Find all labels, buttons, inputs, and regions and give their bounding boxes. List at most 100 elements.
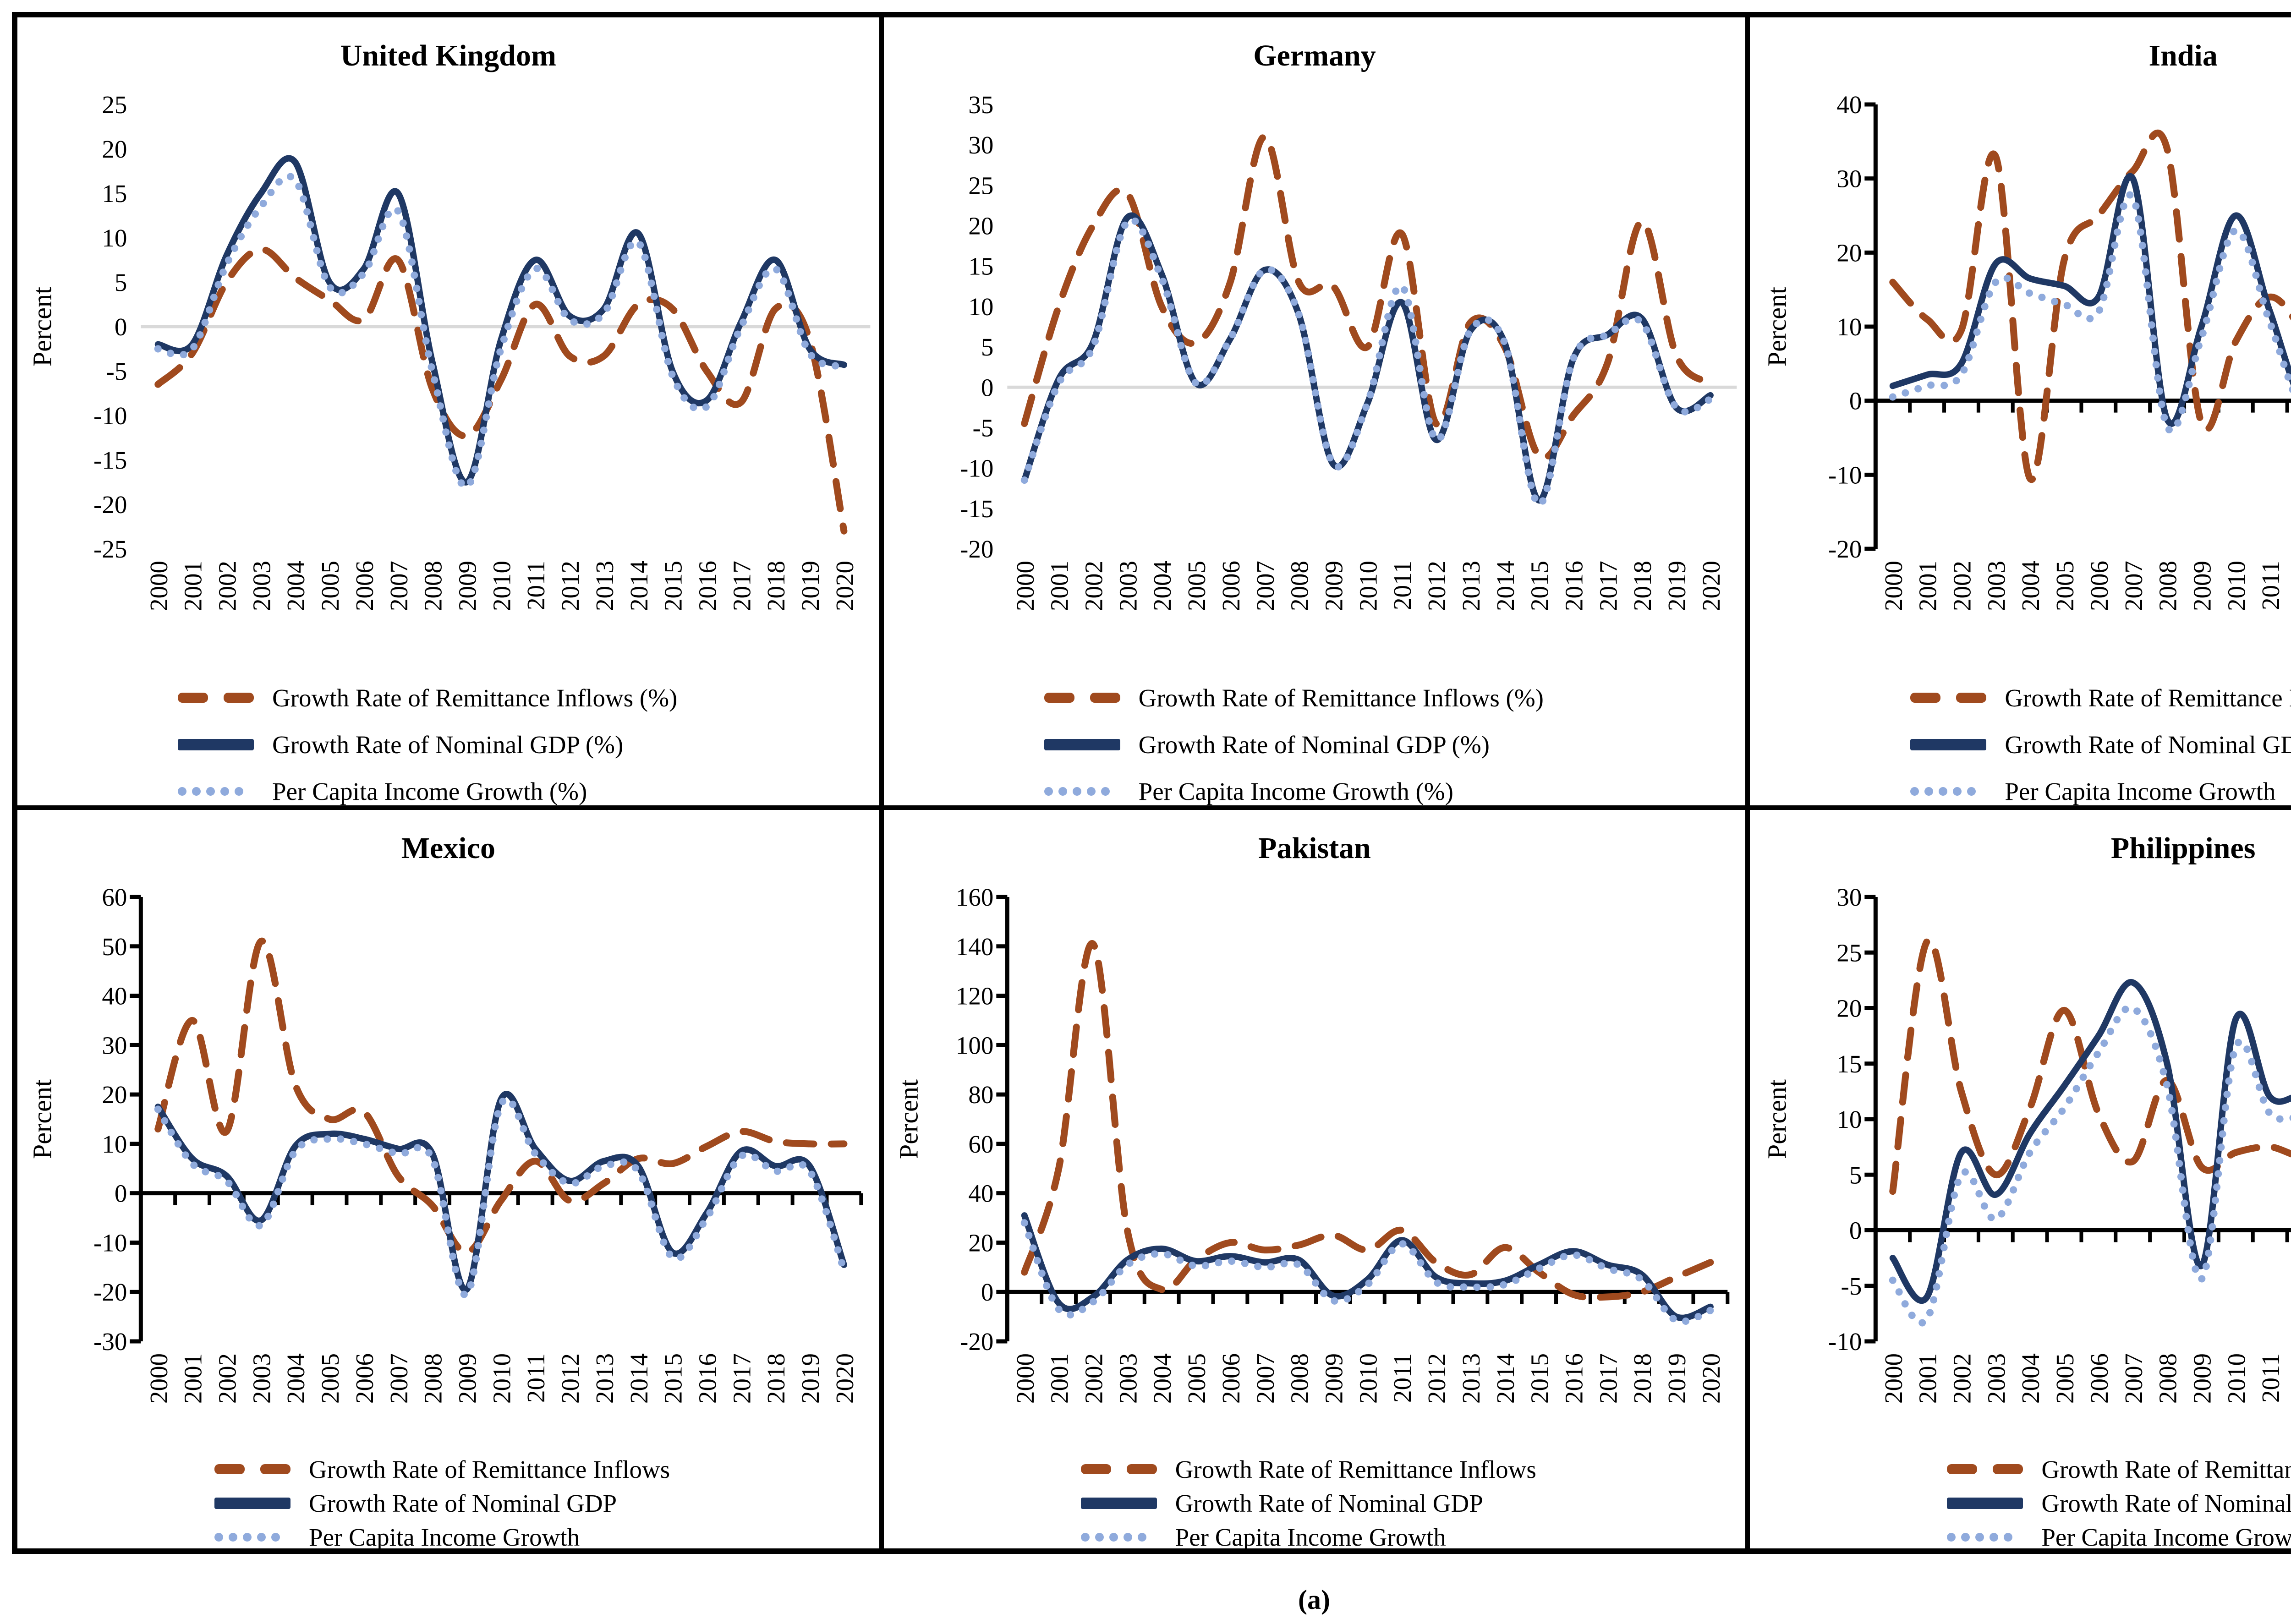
legend-item-per-capita: Per Capita Income Growth (%) (178, 768, 879, 805)
page-title: India (2148, 39, 2218, 72)
svg-text:30: 30 (102, 1031, 127, 1059)
svg-text:2019: 2019 (1663, 1353, 1691, 1404)
legend-label: Per Capita Income Growth (2041, 1523, 2291, 1549)
svg-text:2016: 2016 (1560, 1353, 1588, 1404)
legend-label: Per Capita Income Growth (309, 1523, 580, 1549)
svg-text:2006: 2006 (1217, 561, 1245, 611)
gdp-line-icon (1947, 1497, 2034, 1509)
svg-text:2013: 2013 (1457, 561, 1485, 611)
panel-mexico: Mexico -30 -20 -10 0 10 20 30 40 50 60 Percent 2000… (17, 810, 884, 1548)
svg-text:2001: 2001 (1045, 1353, 1073, 1404)
svg-text:15: 15 (1837, 1050, 1862, 1078)
svg-text:80: 80 (968, 1081, 993, 1109)
svg-text:2017: 2017 (1594, 1353, 1622, 1404)
svg-text:2001: 2001 (179, 561, 207, 611)
svg-text:2006: 2006 (2085, 561, 2113, 611)
svg-text:-30: -30 (93, 1328, 127, 1356)
svg-text:5: 5 (115, 268, 127, 296)
svg-text:2014: 2014 (625, 561, 653, 611)
legend-item-remittance: Growth Rate of Remittance Inflows (1910, 674, 2291, 721)
svg-text:2015: 2015 (1525, 1353, 1553, 1404)
svg-text:2014: 2014 (625, 1353, 653, 1404)
svg-text:20: 20 (102, 135, 127, 163)
legend-label: Per Capita Income Growth (%) (1138, 777, 1453, 805)
svg-text:25: 25 (102, 91, 127, 119)
svg-text:2013: 2013 (1457, 1353, 1485, 1404)
svg-text:2016: 2016 (693, 561, 721, 611)
svg-text:0: 0 (1849, 387, 1862, 415)
svg-text:2006: 2006 (2085, 1353, 2113, 1404)
legend-label: Growth Rate of Nominal GDP (309, 1489, 617, 1517)
per-capita-dots-icon (1044, 787, 1131, 796)
svg-text:0: 0 (1849, 1217, 1862, 1245)
svg-text:10: 10 (102, 1130, 127, 1158)
svg-text:2006: 2006 (351, 1353, 378, 1404)
svg-text:140: 140 (955, 933, 993, 961)
svg-text:2000: 2000 (1011, 1353, 1039, 1404)
gdp-line-icon (1080, 1497, 1168, 1509)
svg-text:2019: 2019 (796, 561, 824, 611)
svg-text:2000: 2000 (1880, 1353, 1907, 1404)
svg-text:2011: 2011 (1388, 561, 1416, 610)
svg-text:2020: 2020 (1697, 1353, 1725, 1404)
svg-text:2002: 2002 (1080, 1353, 1107, 1404)
legend-item-remittance: Growth Rate of Remittance Inflows (%) (178, 674, 879, 721)
svg-text:2001: 2001 (1045, 561, 1073, 611)
svg-text:2017: 2017 (1594, 561, 1622, 611)
svg-text:2009: 2009 (1320, 1353, 1348, 1404)
legend-item-per-capita: Per Capita Income Growth (1947, 1520, 2291, 1548)
legend-item-gdp: Growth Rate of Nominal GDP (1080, 1486, 1746, 1520)
svg-text:2011: 2011 (2257, 561, 2285, 610)
svg-text:160: 160 (955, 883, 993, 911)
svg-text:-5: -5 (1841, 1272, 1862, 1300)
svg-text:2005: 2005 (1183, 561, 1211, 611)
svg-text:2010: 2010 (488, 561, 515, 611)
svg-text:2008: 2008 (419, 561, 447, 611)
panel-pakistan: Pakistan -20 0 20 40 60 80 100 120 140 160 Percent… (883, 810, 1750, 1548)
svg-text:2008: 2008 (1285, 1353, 1313, 1404)
svg-text:40: 40 (102, 982, 127, 1010)
svg-text:40: 40 (968, 1180, 993, 1208)
svg-text:2004: 2004 (282, 1353, 310, 1404)
per-capita-dots-icon (178, 787, 265, 796)
svg-text:20: 20 (102, 1081, 127, 1109)
legend-item-per-capita: Per Capita Income Growth (214, 1520, 879, 1548)
svg-text:2019: 2019 (1663, 561, 1691, 611)
legend-label: Growth Rate of Nominal GDP (%) (1138, 730, 1490, 759)
philippines-legend: Growth Rate of Remittance Inflows Growth… (1750, 1452, 2291, 1548)
svg-text:2013: 2013 (591, 561, 619, 611)
svg-text:Percent: Percent (893, 1079, 923, 1159)
legend-item-per-capita: Per Capita Income Growth (1080, 1520, 1746, 1548)
svg-text:2000: 2000 (145, 561, 173, 611)
germany-legend: Growth Rate of Remittance Inflows (%) Gr… (884, 674, 1746, 805)
legend-item-gdp: Growth Rate of Nominal GDP (1910, 721, 2291, 768)
svg-text:2015: 2015 (1525, 561, 1553, 611)
svg-text:2000: 2000 (145, 1353, 173, 1404)
svg-text:15: 15 (102, 180, 127, 208)
svg-text:2005: 2005 (316, 561, 344, 611)
svg-text:40: 40 (1837, 91, 1862, 119)
svg-text:2018: 2018 (1628, 1353, 1656, 1404)
svg-text:120: 120 (955, 982, 993, 1010)
svg-text:5: 5 (981, 333, 993, 361)
svg-text:2007: 2007 (2120, 1353, 2148, 1404)
panel-germany: Germany -20 -15 -10 -5 0 5 10 15 20 25 30 35 2000 200… (883, 17, 1750, 810)
svg-text:30: 30 (1837, 883, 1862, 911)
panel-grid: United Kingdom -25 -20 -15 -10 -5 0 5 10 15 20 25 P… (12, 12, 2291, 1554)
legend-label: Growth Rate of Remittance Inflows (2041, 1455, 2291, 1483)
svg-text:2003: 2003 (1114, 1353, 1142, 1404)
svg-text:-15: -15 (960, 495, 993, 523)
svg-text:2020: 2020 (1697, 561, 1725, 611)
svg-text:2002: 2002 (213, 1353, 241, 1404)
svg-text:2005: 2005 (2051, 1353, 2079, 1404)
philippines-line-chart: -10 -5 0 5 10 15 20 25 30 Percent 2000 2001 2002 2003… (1762, 883, 2291, 1404)
remittance-dash-icon (178, 693, 265, 703)
svg-text:-5: -5 (972, 414, 993, 442)
legend-item-remittance: Growth Rate of Remittance Inflows (1947, 1452, 2291, 1486)
svg-text:2015: 2015 (659, 1353, 687, 1404)
svg-text:2018: 2018 (762, 1353, 790, 1404)
page-title: Mexico (401, 831, 495, 865)
svg-text:2004: 2004 (282, 561, 310, 611)
svg-text:5: 5 (1849, 1161, 1862, 1189)
